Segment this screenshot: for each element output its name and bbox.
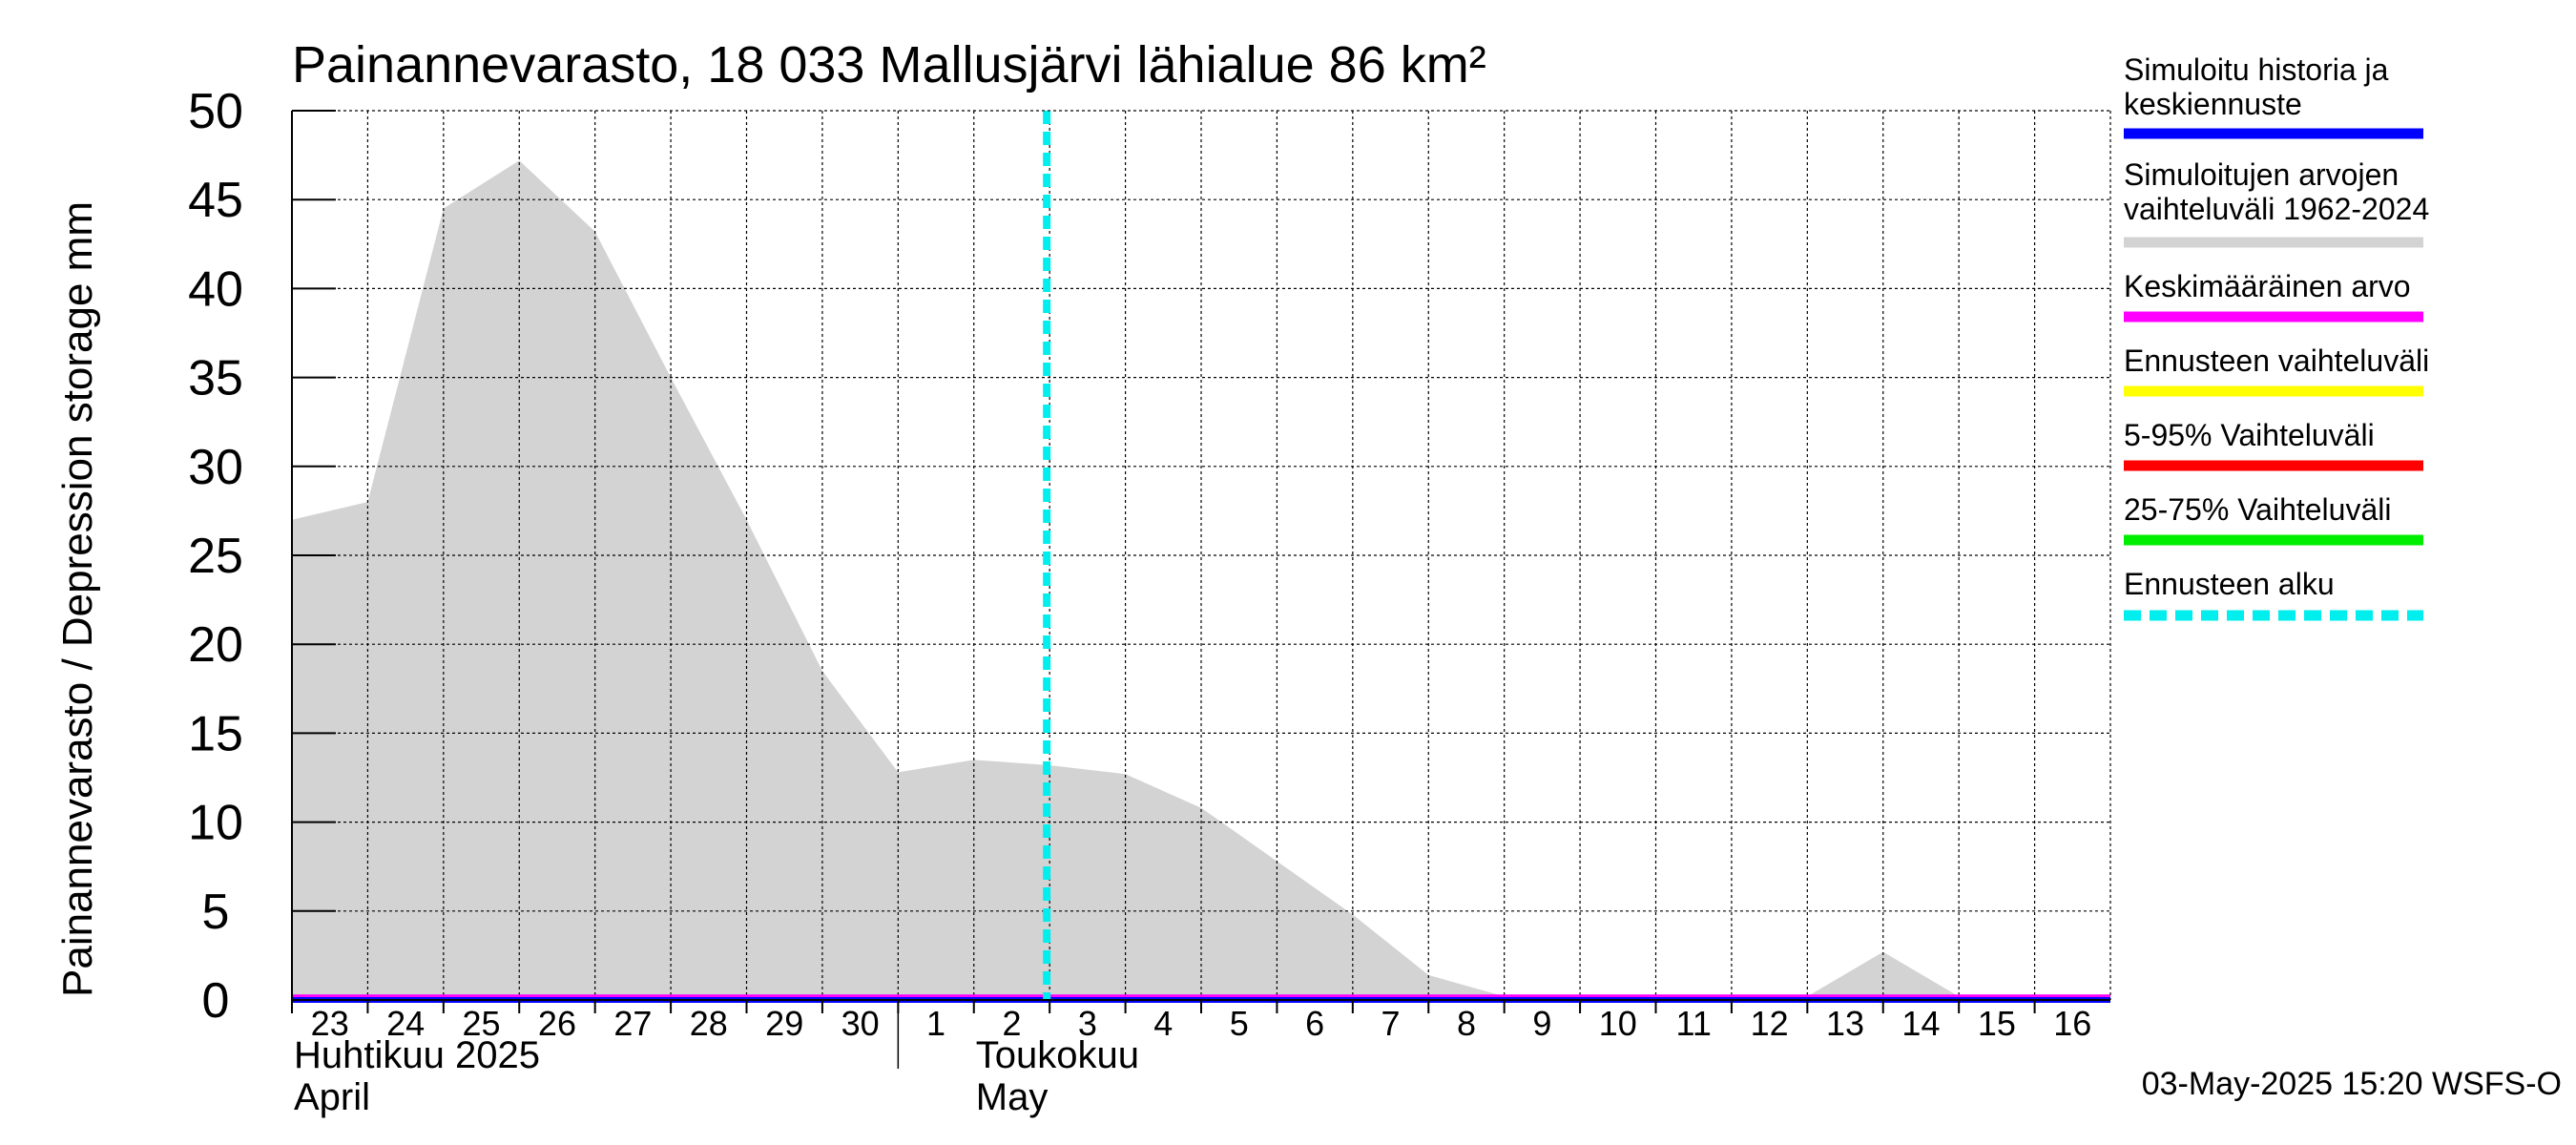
x-tick-label: 10 bbox=[1599, 1004, 1637, 1043]
x-tick-label: 28 bbox=[690, 1004, 728, 1043]
x-tick-label: 7 bbox=[1381, 1004, 1401, 1043]
x-tick-label: 13 bbox=[1826, 1004, 1864, 1043]
x-tick-label: 5 bbox=[1230, 1004, 1249, 1043]
x-tick-label: 25 bbox=[463, 1004, 501, 1043]
x-tick-label: 1 bbox=[926, 1004, 945, 1043]
y-tick-label: 35 bbox=[188, 351, 243, 406]
variability-band-area bbox=[292, 160, 2110, 1000]
legend-label: Ennusteen vaihteluväli bbox=[2124, 344, 2429, 378]
x-tick-label: 14 bbox=[1901, 1004, 1940, 1043]
y-tick-label: 30 bbox=[188, 440, 243, 495]
x-tick-label: 3 bbox=[1078, 1004, 1097, 1043]
x-tick-label: 4 bbox=[1153, 1004, 1173, 1043]
x-tick-label: 12 bbox=[1751, 1004, 1789, 1043]
x-tick-label: 30 bbox=[841, 1004, 880, 1043]
legend-label: Simuloitu historia ja bbox=[2124, 52, 2389, 87]
y-tick-label: 15 bbox=[188, 706, 243, 761]
legend-label: keskiennuste bbox=[2124, 87, 2302, 121]
plot-area bbox=[291, 110, 2111, 1003]
x-tick-label: 26 bbox=[538, 1004, 576, 1043]
month-label: May bbox=[976, 1076, 1049, 1118]
x-tick-label: 15 bbox=[1978, 1004, 2016, 1043]
x-tick-label: 2 bbox=[1002, 1004, 1021, 1043]
chart-title: Painannevarasto, 18 033 Mallusjärvi lähi… bbox=[292, 36, 1486, 94]
y-tick-label: 20 bbox=[188, 617, 243, 673]
x-tick-label: 16 bbox=[2053, 1004, 2091, 1043]
x-tick-label: 29 bbox=[765, 1004, 803, 1043]
x-tick-label: 23 bbox=[311, 1004, 349, 1043]
legend-label: Keskimääräinen arvo bbox=[2124, 269, 2411, 303]
y-axis-label: Painannevarasto / Depression storage mm bbox=[54, 201, 101, 997]
x-tick-label: 9 bbox=[1532, 1004, 1551, 1043]
x-tick-label: 11 bbox=[1676, 1004, 1712, 1043]
x-tick-label: 6 bbox=[1305, 1004, 1324, 1043]
x-tick-label: 8 bbox=[1457, 1004, 1476, 1043]
legend-label: Simuloitujen arvojen bbox=[2124, 157, 2399, 192]
month-label: Huhtikuu 2025 bbox=[294, 1034, 540, 1076]
legend-label: vaihteluväli 1962-2024 bbox=[2124, 192, 2429, 226]
legend-label: Ennusteen alku bbox=[2124, 567, 2335, 601]
y-tick-label: 10 bbox=[188, 796, 243, 851]
legend-label: 25-75% Vaihteluväli bbox=[2124, 492, 2391, 527]
y-tick-label: 0 bbox=[202, 973, 230, 1029]
y-tick-label: 25 bbox=[188, 529, 243, 584]
legend-label: 5-95% Vaihteluväli bbox=[2124, 418, 2375, 452]
month-label: Toukokuu bbox=[976, 1034, 1139, 1076]
month-label: April bbox=[294, 1076, 370, 1118]
x-tick-label: 24 bbox=[386, 1004, 425, 1043]
y-tick-label: 45 bbox=[188, 173, 243, 228]
y-tick-label: 5 bbox=[202, 885, 230, 940]
y-tick-label: 40 bbox=[188, 261, 243, 317]
timestamp-footer: 03-May-2025 15:20 WSFS-O bbox=[2142, 1066, 2562, 1102]
y-tick-label: 50 bbox=[188, 84, 243, 139]
x-tick-label: 27 bbox=[613, 1004, 652, 1043]
